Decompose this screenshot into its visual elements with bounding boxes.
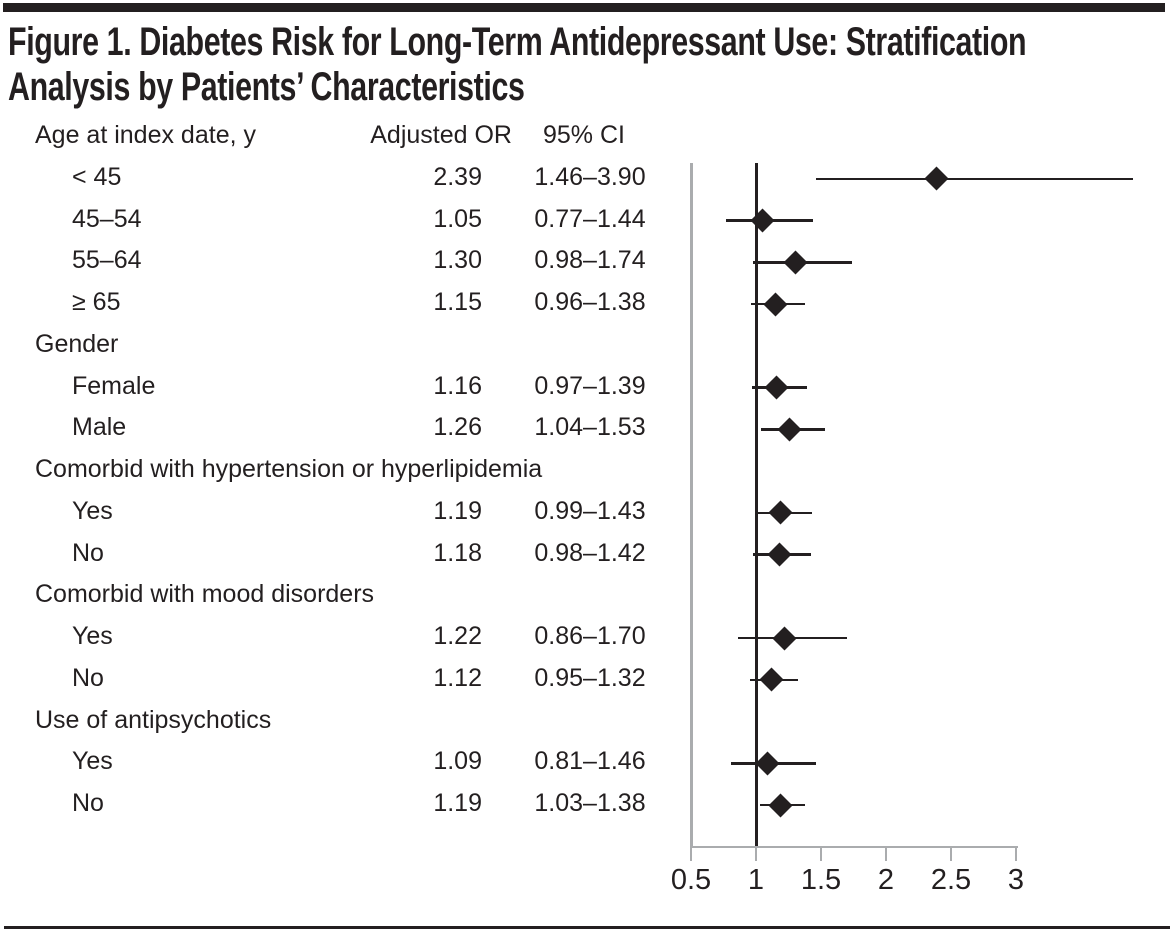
ci-value: 1.04–1.53 bbox=[534, 413, 646, 442]
x-axis-tick-label: 3 bbox=[1007, 864, 1025, 896]
row-label: Yes bbox=[72, 622, 113, 650]
row-label: Yes bbox=[72, 747, 113, 776]
or-point-diamond bbox=[768, 792, 793, 818]
x-axis-tick-label: 1.5 bbox=[800, 864, 842, 896]
reference-line-or-1 bbox=[755, 163, 758, 847]
ci-value: 0.98–1.42 bbox=[534, 538, 646, 567]
adjusted-or-value: 1.22 bbox=[433, 622, 482, 650]
row-label: No bbox=[72, 538, 104, 567]
ci-value: 1.03–1.38 bbox=[534, 789, 646, 817]
x-axis-line bbox=[690, 845, 1018, 848]
adjusted-or-value: 1.18 bbox=[433, 538, 482, 567]
or-point-diamond bbox=[772, 625, 797, 651]
ci-value: 0.97–1.39 bbox=[534, 371, 646, 400]
x-axis-tick bbox=[819, 847, 823, 861]
ci-value: 0.77–1.44 bbox=[534, 204, 646, 233]
row-label: ≥ 65 bbox=[72, 288, 121, 316]
x-axis-tick bbox=[689, 847, 693, 861]
column-header-adjusted-or: Adjusted OR bbox=[370, 121, 512, 149]
ci-value: 0.99–1.43 bbox=[534, 496, 646, 525]
or-point-diamond bbox=[777, 417, 802, 442]
or-point-diamond bbox=[768, 500, 793, 525]
adjusted-or-value: 1.19 bbox=[433, 496, 482, 525]
bottom-rule bbox=[4, 926, 1170, 929]
ci-whisker-line bbox=[815, 177, 1133, 180]
row-label: Male bbox=[72, 413, 127, 442]
adjusted-or-value: 1.26 bbox=[433, 413, 482, 442]
plot-left-border bbox=[690, 163, 693, 847]
column-header-95ci: 95% CI bbox=[543, 121, 625, 149]
ci-value: 1.46–3.90 bbox=[534, 162, 646, 191]
row-group-label: Use of antipsychotics bbox=[35, 705, 272, 734]
row-label: No bbox=[72, 663, 104, 692]
or-point-diamond bbox=[782, 250, 808, 275]
ci-value: 0.96–1.38 bbox=[534, 288, 646, 316]
adjusted-or-value: 1.05 bbox=[433, 204, 482, 233]
row-group-label: Gender bbox=[35, 329, 119, 358]
x-axis-tick-label: 1 bbox=[747, 864, 765, 896]
row-label: < 45 bbox=[72, 162, 122, 191]
or-point-diamond bbox=[764, 375, 789, 400]
adjusted-or-value: 1.16 bbox=[433, 371, 482, 400]
column-header-characteristic: Age at index date, y bbox=[35, 121, 256, 149]
x-axis-tick bbox=[949, 847, 953, 861]
adjusted-or-value: 1.12 bbox=[433, 663, 482, 692]
ci-value: 0.81–1.46 bbox=[534, 747, 646, 776]
or-point-diamond bbox=[755, 751, 780, 776]
row-label: No bbox=[72, 789, 104, 817]
x-axis-tick bbox=[884, 847, 888, 861]
row-label: Female bbox=[72, 371, 156, 400]
x-axis-tick bbox=[754, 847, 758, 861]
or-point-diamond bbox=[924, 166, 949, 191]
adjusted-or-value: 1.19 bbox=[433, 789, 482, 817]
or-point-diamond bbox=[759, 667, 784, 692]
figure-title-line1: Figure 1. Diabetes Risk for Long-Term An… bbox=[8, 20, 1027, 64]
figure-title: Figure 1. Diabetes Risk for Long-Term An… bbox=[8, 20, 1027, 110]
row-label: 45–54 bbox=[72, 204, 142, 233]
or-point-diamond bbox=[767, 542, 792, 567]
x-axis-tick bbox=[1014, 847, 1018, 861]
ci-value: 0.95–1.32 bbox=[534, 663, 646, 692]
ci-value: 0.86–1.70 bbox=[534, 622, 646, 650]
figure-title-line2: Analysis by Patients’ Characteristics bbox=[8, 65, 525, 109]
adjusted-or-value: 1.09 bbox=[433, 747, 482, 776]
x-axis-tick-label: 0.5 bbox=[670, 864, 712, 896]
top-rule bbox=[3, 3, 1165, 12]
adjusted-or-value: 2.39 bbox=[433, 162, 482, 191]
x-axis-tick-label: 2.5 bbox=[930, 864, 972, 896]
row-group-label: Comorbid with hypertension or hyperlipid… bbox=[35, 455, 543, 483]
or-point-diamond bbox=[763, 291, 788, 317]
x-axis-tick-label: 2 bbox=[877, 864, 895, 896]
adjusted-or-value: 1.15 bbox=[433, 288, 482, 316]
row-group-label: Comorbid with mood disorders bbox=[35, 580, 375, 609]
row-label: 55–64 bbox=[72, 246, 142, 275]
ci-value: 0.98–1.74 bbox=[534, 246, 646, 275]
row-label: Yes bbox=[72, 496, 113, 525]
adjusted-or-value: 1.30 bbox=[433, 246, 482, 275]
